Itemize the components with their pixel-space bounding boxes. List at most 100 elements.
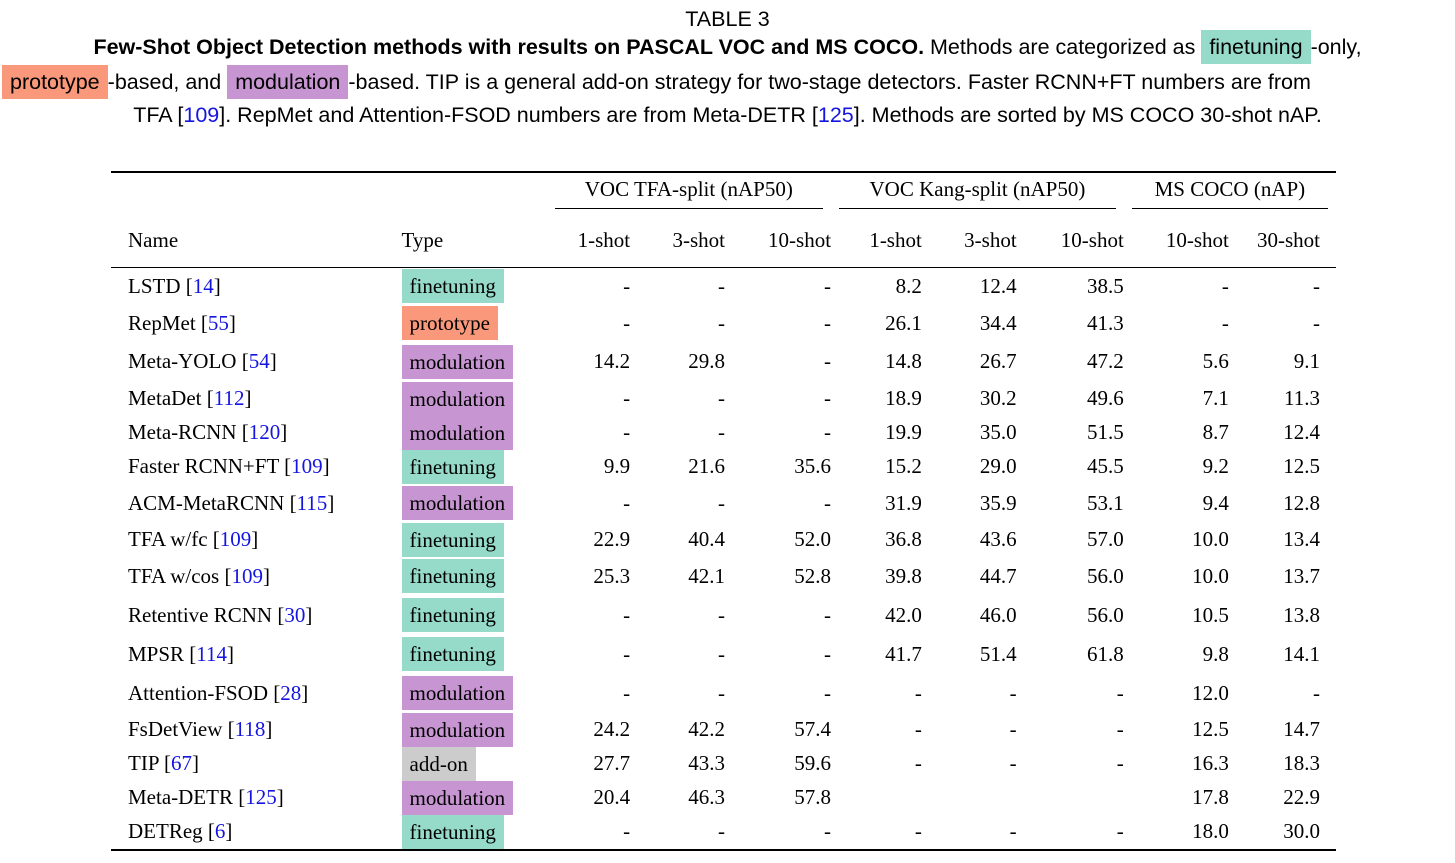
citation-close: ] (276, 785, 284, 809)
citation-link[interactable]: 125 (817, 103, 854, 127)
modulation-highlight: modulation (227, 65, 349, 99)
value-cell: 61.8 (1087, 641, 1124, 666)
citation-close: ] (327, 490, 335, 515)
value-cell: - (1313, 273, 1320, 298)
method-type-tag: finetuning (401, 269, 504, 304)
method-type-cell: modulation (394, 780, 547, 815)
table-row: Faster RCNN+FT [109] finetuning 9.9 21.6 35.… (111, 449, 1336, 484)
table-row: FsDetView [118] modulation 24.2 42.2 57.4- - -… (111, 712, 1336, 747)
citation-link[interactable]: 114 (196, 641, 228, 666)
table-caption: TABLE 3 Few-Shot Object Detection method… (0, 6, 1455, 128)
value-cell: 17.8 (1192, 785, 1229, 809)
method-type-cell: finetuning (394, 557, 547, 596)
citation-link[interactable]: 125 (245, 785, 277, 809)
value-cell: - (623, 819, 631, 843)
method-name-cell: TIP [67] (111, 747, 394, 781)
method-name: Meta-RCNN [ (128, 420, 249, 444)
value-cell (831, 781, 922, 815)
value-cell: 8.2 (895, 273, 922, 298)
method-name: MPSR [ (128, 641, 197, 666)
value-cell: 24.2 (593, 717, 631, 741)
citation-link[interactable]: 30 (284, 602, 306, 627)
value-cell: - (623, 680, 631, 705)
value-cell: 19.9 (885, 420, 922, 444)
value-cell: 18.3 (1283, 751, 1320, 775)
citation-close: ] (213, 273, 221, 298)
value-cell: 12.0 (1192, 680, 1229, 705)
value-cell: 51.5 (1087, 420, 1124, 444)
value-cell: 10.0 (1192, 563, 1229, 588)
value-cell: 36.8 (885, 527, 922, 551)
citation-link[interactable]: 109 (219, 527, 252, 551)
value-cell (922, 781, 1017, 815)
citation-link[interactable]: 55 (207, 310, 229, 335)
value-cell: 42.1 (688, 563, 725, 588)
method-name: FsDetView [ (128, 717, 235, 741)
method-name-cell: TFA w/cos [109] (111, 557, 394, 596)
method-name: Retentive RCNN [ (128, 602, 285, 627)
value-cell: - (1116, 680, 1124, 705)
method-name: Faster RCNN+FT [ (128, 454, 292, 478)
citation-link[interactable]: 14 (192, 273, 214, 298)
value-cell: 9.9 (603, 454, 631, 478)
value-cell: - (717, 386, 725, 410)
value-cell: 53.1 (1087, 490, 1124, 515)
citation-link[interactable]: 6 (214, 819, 226, 843)
value-cell: - (717, 310, 725, 335)
citation-close: ] (227, 641, 235, 666)
value-cell: 56.0 (1087, 602, 1124, 627)
method-type-cell: modulation (394, 712, 547, 747)
value-cell: - (623, 310, 631, 335)
caption-line-2: prototype -based, and modulation -based. T… (0, 62, 1455, 102)
value-cell: 43.6 (979, 527, 1017, 551)
citation-link[interactable]: 67 (170, 751, 192, 775)
citation-link[interactable]: 28 (280, 680, 302, 705)
method-type-tag: modulation (401, 712, 514, 747)
value-cell: - (824, 386, 832, 410)
method-name-cell: MPSR [114] (111, 635, 394, 674)
results-table-wrapper: VOC TFA-split (nAP50) VOC Kang-split (nA… (111, 171, 1336, 851)
value-cell: 46.3 (688, 785, 725, 809)
method-name: Attention-FSOD [ (128, 680, 281, 705)
value-cell: 9.4 (1202, 490, 1229, 515)
value-cell: 35.0 (979, 420, 1017, 444)
citation-close: ] (265, 717, 273, 741)
finetuning-highlight: finetuning (1201, 30, 1311, 64)
value-cell: 11.3 (1284, 386, 1320, 410)
results-table: VOC TFA-split (nAP50) VOC Kang-split (nA… (111, 171, 1336, 851)
method-name-cell: Meta-RCNN [120] (111, 416, 394, 450)
citation-link[interactable]: 115 (296, 490, 328, 515)
citation-link[interactable]: 109 (291, 454, 323, 478)
method-type-tag: finetuning (401, 598, 504, 632)
method-name: ACM-MetaRCNN [ (128, 490, 297, 515)
method-type-cell: finetuning (394, 596, 547, 635)
method-type-tag: finetuning (401, 522, 504, 557)
citation-close: ] (244, 386, 252, 410)
column-header-row: Name Type 1-shot 3-shot 10-shot 1-shot 3… (111, 213, 1336, 268)
value-cell: 9.1 (1293, 349, 1320, 373)
citation-link[interactable]: 118 (234, 717, 266, 741)
value-cell: - (1009, 680, 1017, 705)
method-name: DETReg [ (128, 819, 215, 843)
method-type-tag: modulation (401, 344, 514, 379)
method-name: MetaDet [ (128, 386, 214, 410)
citation-close: ] (301, 680, 309, 705)
value-cell: 35.6 (794, 454, 832, 478)
table-row: TIP [67] add-on 27.7 43.3 59.6- - -16.3 18.3 (111, 746, 1336, 781)
citation-link[interactable]: 112 (213, 386, 245, 410)
value-cell: 12.8 (1283, 490, 1320, 515)
value-cell: 42.0 (885, 602, 922, 627)
method-type-tag: finetuning (401, 814, 504, 849)
value-cell: - (623, 490, 631, 515)
value-cell: 12.4 (1283, 420, 1320, 444)
value-cell: 7.1 (1202, 386, 1229, 410)
citation-link[interactable]: 120 (248, 420, 281, 444)
citation-link[interactable]: 109 (231, 563, 263, 588)
method-name-cell: Faster RCNN+FT [109] (111, 450, 394, 484)
value-cell: 57.8 (794, 785, 832, 809)
citation-link[interactable]: 54 (248, 349, 270, 373)
value-cell: 13.7 (1283, 563, 1320, 588)
citation-link[interactable]: 109 (183, 103, 220, 127)
col-header-name: Name (128, 227, 179, 252)
col-header: 1-shot (577, 227, 631, 252)
